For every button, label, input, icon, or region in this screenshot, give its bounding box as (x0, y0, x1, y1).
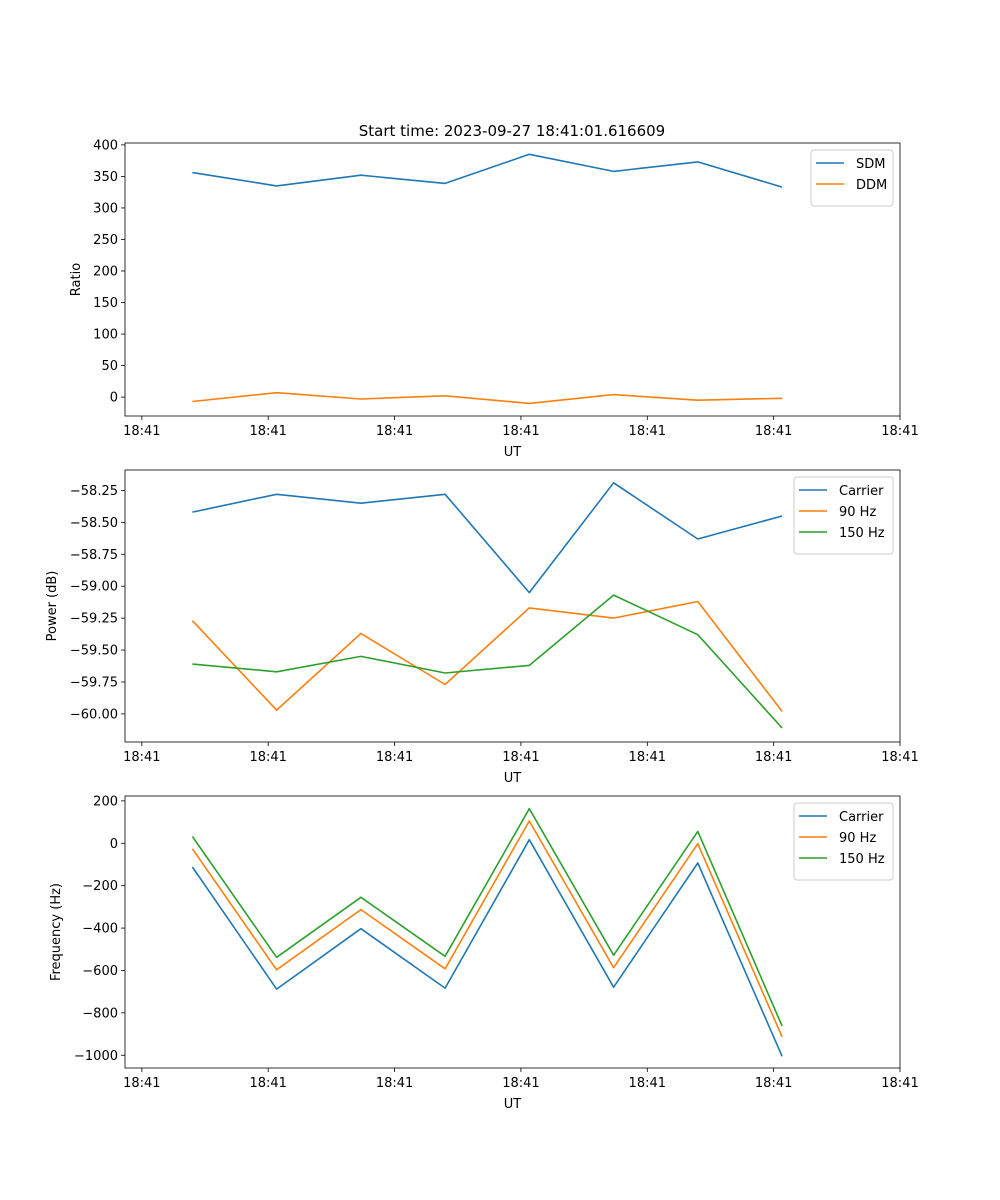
y-tick-label: 50 (101, 359, 118, 374)
y-tick-label: 250 (93, 233, 118, 248)
figure-title: Start time: 2023-09-27 18:41:01.616609 (359, 122, 665, 140)
x-tick-label: 18:41 (502, 750, 539, 765)
ddm-series-line (192, 391, 783, 405)
y-tick-label: −800 (82, 1006, 118, 1021)
y-tick-label: −59.75 (70, 675, 118, 690)
y-tick-label: 0 (110, 391, 118, 406)
legend-box (810, 149, 894, 207)
y-tick-label: −1000 (74, 1049, 118, 1064)
frequency-subplot: 18:41 18:41 18:41 18:41 18:41 18:41 18:41 200 0 −… (49, 794, 919, 1112)
x-tick-label: 18:41 (881, 1076, 918, 1091)
carrier-legend-label: Carrier (839, 484, 884, 499)
y-tick-label: 200 (93, 264, 118, 279)
90-hz-legend-label: 90 Hz (839, 505, 876, 520)
carrier-series-line (191, 838, 783, 1057)
legend-box (793, 802, 894, 881)
x-tick-label: 18:41 (123, 750, 160, 765)
ratio-axes-frame (124, 142, 901, 417)
y-tick-label: −58.25 (70, 484, 118, 499)
carrier-series-line (192, 481, 783, 594)
x-tick-label: 18:41 (755, 424, 792, 439)
frequency-y-axis-label: Frequency (Hz) (49, 883, 64, 981)
y-tick-label: −600 (82, 964, 118, 979)
y-tick-label: −60.00 (70, 707, 118, 722)
y-tick-label: 0 (110, 837, 118, 852)
legend-box (793, 476, 894, 555)
power-subplot: 18:41 18:41 18:41 18:41 18:41 18:41 18:41 −58.2… (45, 469, 919, 786)
power-legend: Carrier 90 Hz 150 Hz (793, 476, 894, 555)
x-tick-label: 18:41 (755, 1076, 792, 1091)
frequency-legend: Carrier 90 Hz 150 Hz (793, 802, 894, 881)
x-tick-label: 18:41 (249, 1076, 286, 1091)
x-tick-label: 18:41 (881, 424, 918, 439)
y-tick-label: −58.75 (70, 548, 118, 563)
y-tick-label: 200 (93, 794, 118, 809)
power-axes-frame (124, 469, 901, 743)
x-tick-label: 18:41 (249, 750, 286, 765)
carrier-legend-label: Carrier (839, 810, 884, 825)
ratio-subplot: 18:41 18:41 18:41 18:41 18:41 18:41 18:41 0 50 10… (69, 138, 919, 460)
y-tick-label: −200 (82, 879, 118, 894)
sdm-series-line (192, 153, 783, 188)
x-tick-label: 18:41 (376, 424, 413, 439)
x-tick-label: 18:41 (629, 750, 666, 765)
y-tick-label: −59.00 (70, 580, 118, 595)
x-tick-label: 18:41 (376, 1076, 413, 1091)
x-tick-label: 18:41 (881, 750, 918, 765)
y-tick-label: 100 (93, 328, 118, 343)
90-hz-legend-label: 90 Hz (839, 831, 876, 846)
ratio-x-axis-label: UT (504, 445, 522, 460)
150-hz-series-line (192, 594, 783, 729)
y-tick-label: −59.50 (70, 644, 118, 659)
x-tick-label: 18:41 (249, 424, 286, 439)
ratio-legend: SDM DDM (810, 149, 894, 207)
x-tick-label: 18:41 (502, 424, 539, 439)
y-tick-label: −59.25 (70, 612, 118, 627)
ddm-legend-label: DDM (856, 178, 887, 193)
power-x-axis-label: UT (504, 771, 522, 786)
ratio-y-axis-label: Ratio (69, 263, 84, 296)
x-tick-label: 18:41 (629, 424, 666, 439)
y-tick-label: −400 (82, 922, 118, 937)
frequency-axes-frame (124, 795, 901, 1069)
x-tick-label: 18:41 (755, 750, 792, 765)
y-tick-label: 150 (93, 296, 118, 311)
x-tick-label: 18:41 (123, 424, 160, 439)
y-tick-label: 350 (93, 170, 118, 185)
power-y-axis-label: Power (dB) (45, 571, 60, 642)
frequency-x-axis-label: UT (504, 1097, 522, 1112)
150-hz-series-line (191, 807, 783, 1027)
x-tick-label: 18:41 (502, 1076, 539, 1091)
sdm-legend-label: SDM (856, 157, 885, 172)
x-tick-label: 18:41 (376, 750, 413, 765)
x-tick-label: 18:41 (629, 1076, 666, 1091)
90-hz-series-line (191, 600, 783, 712)
x-tick-label: 18:41 (123, 1076, 160, 1091)
y-tick-label: −58.50 (70, 516, 118, 531)
90-hz-series-line (191, 820, 783, 1038)
y-tick-label: 300 (93, 201, 118, 216)
150-hz-legend-label: 150 Hz (839, 852, 885, 867)
y-tick-label: 400 (93, 138, 118, 153)
150-hz-legend-label: 150 Hz (839, 526, 885, 541)
